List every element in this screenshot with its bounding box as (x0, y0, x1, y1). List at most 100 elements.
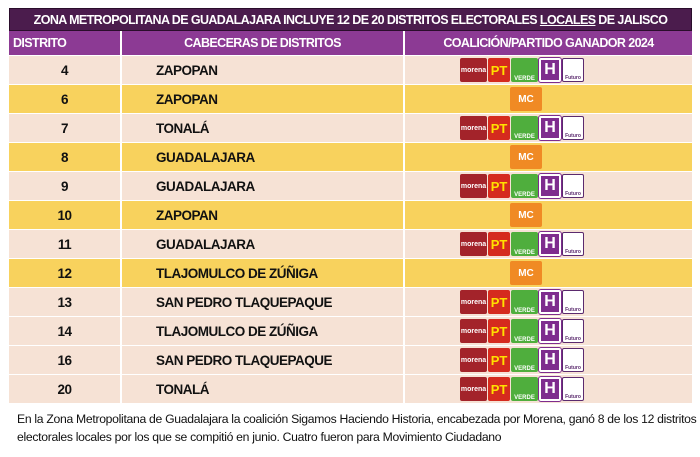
table-row: 12 TLAJOMULCO DE ZÚÑIGA MC (9, 259, 692, 288)
h-logo-icon: H (538, 318, 562, 344)
futuro-logo-icon: Futuro (562, 377, 584, 401)
cabecera-name: TLAJOMULCO DE ZÚÑIGA (122, 317, 405, 345)
winner-logos: morena PT VERDE H Futuro (405, 56, 692, 84)
morena-logo-icon: morena (460, 116, 487, 140)
pt-logo-icon: PT (488, 319, 510, 343)
winner-logos: MC (405, 201, 692, 229)
morena-logo-icon: morena (460, 58, 487, 82)
mc-logo-icon: MC (510, 261, 542, 285)
pt-logo-icon: PT (488, 290, 510, 314)
winner-logos: MC (405, 259, 692, 287)
caption: En la Zona Metropolitana de Guadalajara … (17, 412, 697, 444)
title-underlined: LOCALES (539, 13, 596, 27)
cabecera-name: ZAPOPAN (122, 85, 405, 113)
table-row: 10 ZAPOPAN MC (9, 201, 692, 230)
winner-logos: morena PT VERDE H Futuro (405, 346, 692, 374)
h-logo-icon: H (538, 376, 562, 402)
cabecera-name: GUADALAJARA (122, 230, 405, 258)
pt-logo-icon: PT (488, 232, 510, 256)
winner-logos: morena PT VERDE H Futuro (405, 375, 692, 403)
table-row: 14 TLAJOMULCO DE ZÚÑIGA morena PT VERDE H Fu… (9, 317, 692, 346)
winner-logos: morena PT VERDE H Futuro (405, 317, 692, 345)
cabecera-name: SAN PEDRO TLAQUEPAQUE (122, 346, 405, 374)
table-row: 8 GUADALAJARA MC (9, 143, 692, 172)
district-number: 6 (9, 85, 122, 113)
districts-table: ZONA METROPOLITANA DE GUADALAJARA INCLUY… (9, 8, 692, 404)
h-logo-icon: H (538, 289, 562, 315)
header-winner: COALICIÓN/PARTIDO GANADOR 2024 (443, 36, 654, 50)
district-number: 11 (9, 230, 122, 258)
verde-logo-icon: VERDE (511, 116, 538, 140)
table-row: 11 GUADALAJARA morena PT VERDE H Futuro (9, 230, 692, 259)
morena-logo-icon: morena (460, 377, 487, 401)
h-logo-icon: H (538, 173, 562, 199)
mc-logo-icon: MC (510, 203, 542, 227)
futuro-logo-icon: Futuro (562, 58, 584, 82)
winner-logos: morena PT VERDE H Futuro (405, 172, 692, 200)
verde-logo-icon: VERDE (511, 290, 538, 314)
district-number: 12 (9, 259, 122, 287)
verde-logo-icon: VERDE (511, 174, 538, 198)
futuro-logo-icon: Futuro (562, 319, 584, 343)
table-row: 13 SAN PEDRO TLAQUEPAQUE morena PT VERDE H F… (9, 288, 692, 317)
verde-logo-icon: VERDE (511, 319, 538, 343)
header-row: DISTRITO CABECERAS DE DISTRITOS COALICIÓ… (9, 31, 692, 56)
cabecera-name: TONALÁ (122, 114, 405, 142)
futuro-logo-icon: Futuro (562, 290, 584, 314)
cabecera-name: TONALÁ (122, 375, 405, 403)
title-text: ZONA METROPOLITANA DE GUADALAJARA INCLUY… (33, 13, 540, 27)
cabecera-name: TLAJOMULCO DE ZÚÑIGA (122, 259, 405, 287)
verde-logo-icon: VERDE (511, 232, 538, 256)
district-number: 4 (9, 56, 122, 84)
winner-logos: morena PT VERDE H Futuro (405, 230, 692, 258)
district-number: 20 (9, 375, 122, 403)
morena-logo-icon: morena (460, 232, 487, 256)
cabecera-name: GUADALAJARA (122, 143, 405, 171)
h-logo-icon: H (538, 231, 562, 257)
district-number: 8 (9, 143, 122, 171)
district-number: 9 (9, 172, 122, 200)
verde-logo-icon: VERDE (511, 58, 538, 82)
verde-logo-icon: VERDE (511, 377, 538, 401)
morena-logo-icon: morena (460, 348, 487, 372)
winner-logos: MC (405, 143, 692, 171)
verde-logo-icon: VERDE (511, 348, 538, 372)
h-logo-icon: H (538, 347, 562, 373)
morena-logo-icon: morena (460, 290, 487, 314)
table-row: 9 GUADALAJARA morena PT VERDE H Futuro (9, 172, 692, 201)
table-title: ZONA METROPOLITANA DE GUADALAJARA INCLUY… (9, 8, 692, 31)
morena-logo-icon: morena (460, 174, 487, 198)
h-logo-icon: H (538, 115, 562, 141)
cabecera-name: ZAPOPAN (122, 201, 405, 229)
futuro-logo-icon: Futuro (562, 232, 584, 256)
district-number: 14 (9, 317, 122, 345)
table-row: 20 TONALÁ morena PT VERDE H Futuro (9, 375, 692, 404)
futuro-logo-icon: Futuro (562, 174, 584, 198)
title-text-end: DE JALISCO (595, 13, 668, 27)
pt-logo-icon: PT (488, 58, 510, 82)
pt-logo-icon: PT (488, 348, 510, 372)
table-row: 4 ZAPOPAN morena PT VERDE H Futuro (9, 56, 692, 85)
winner-logos: morena PT VERDE H Futuro (405, 114, 692, 142)
mc-logo-icon: MC (510, 87, 542, 111)
futuro-logo-icon: Futuro (562, 116, 584, 140)
table-row: 7 TONALÁ morena PT VERDE H Futuro (9, 114, 692, 143)
district-number: 13 (9, 288, 122, 316)
winner-logos: MC (405, 85, 692, 113)
morena-logo-icon: morena (460, 319, 487, 343)
pt-logo-icon: PT (488, 174, 510, 198)
header-cabecera: CABECERAS DE DISTRITOS (122, 31, 405, 55)
table-row: 16 SAN PEDRO TLAQUEPAQUE morena PT VERDE H F… (9, 346, 692, 375)
district-number: 16 (9, 346, 122, 374)
cabecera-name: GUADALAJARA (122, 172, 405, 200)
winner-logos: morena PT VERDE H Futuro (405, 288, 692, 316)
pt-logo-icon: PT (488, 377, 510, 401)
district-number: 7 (9, 114, 122, 142)
pt-logo-icon: PT (488, 116, 510, 140)
futuro-logo-icon: Futuro (562, 348, 584, 372)
table-row: 6 ZAPOPAN MC (9, 85, 692, 114)
cabecera-name: SAN PEDRO TLAQUEPAQUE (122, 288, 405, 316)
header-district: DISTRITO (9, 31, 122, 55)
district-number: 10 (9, 201, 122, 229)
h-logo-icon: H (538, 57, 562, 83)
